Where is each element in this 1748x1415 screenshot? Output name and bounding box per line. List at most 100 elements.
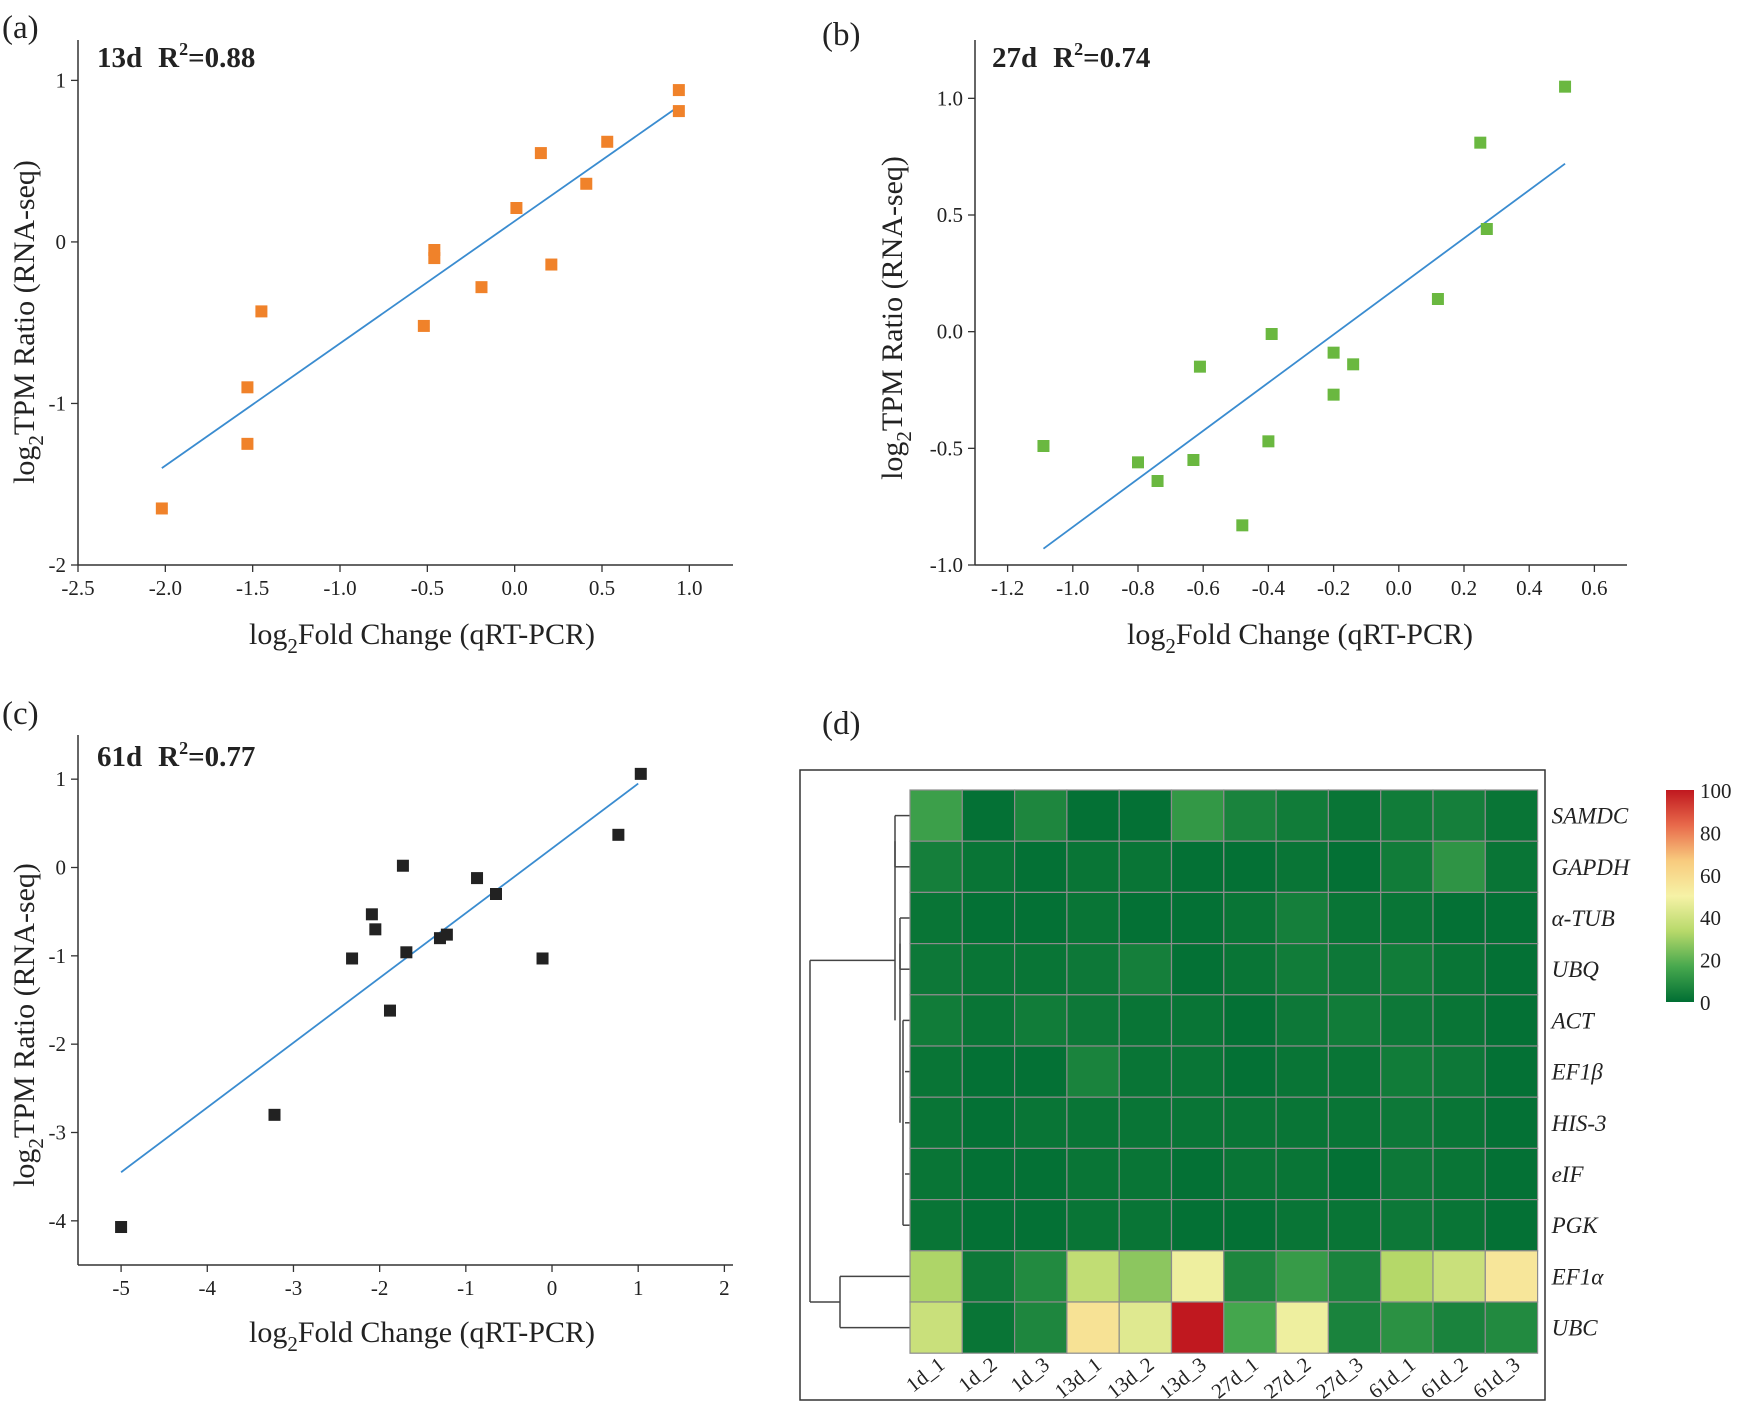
panel-b-fit-line [1042,162,1566,550]
heatmap-cell [1275,1096,1329,1149]
heatmap-row-label: PGK [1551,1213,1600,1238]
heatmap-cell [1223,1045,1277,1098]
panel-b-axes: -1.2 -1.0 -0.8 -0.6 -0.4 -0.2 0.0 0.2 0.4 0.6 -1.0… [930,40,1627,600]
heatmap-cell [1484,789,1539,842]
panel-a-x-tick-label: -1.0 [323,576,356,600]
heatmap-cell [1223,840,1277,894]
panel-a-data-point [545,258,558,271]
heatmap-cell [1484,840,1539,894]
heatmap-cell [1327,1147,1382,1201]
heatmap-cell [1170,891,1225,945]
heatmap-cell [961,840,1016,894]
panel-c-data-point [471,872,484,885]
panel-b-x-tick-label: -0.8 [1121,576,1154,600]
panel-b-data-point [1480,223,1493,235]
heatmap-cell [1066,942,1120,996]
panel-b-x-tick-label: -1.2 [991,576,1024,600]
panel-c-data-point [396,859,409,872]
heatmap-cell [1223,1301,1277,1354]
heatmap-cell [1432,1301,1486,1354]
heatmap-column-label: 61d_3 [1468,1352,1524,1403]
heatmap-cell [1223,994,1277,1047]
heatmap-column-label: 13d_2 [1102,1352,1158,1403]
heatmap-panel-d: SAMDC GAPDH α-TUB UBQ ACT EF1β HIS-3 eIF PGK EF1α… [799,769,1732,1403]
heatmap-cell [961,1250,1016,1303]
heatmap-cell [1432,1147,1486,1201]
heatmap-cell [1170,789,1225,842]
panel-b-data-point [1236,519,1249,532]
heatmap-cell [1013,1096,1068,1149]
heatmap-cell [1223,1147,1277,1201]
heatmap-cell [1118,1147,1173,1201]
panel-a-x-tick-label: -0.5 [411,576,444,600]
panel-a-data-point [155,502,168,515]
panel-a-points [155,84,685,515]
heatmap-cell [1432,994,1486,1047]
heatmap-column-label: 1d_1 [901,1352,949,1397]
panel-tag-a: (a) [2,10,39,46]
heatmap-column-label: 1d_2 [954,1352,1002,1397]
heatmap-cell [961,1301,1016,1354]
panel-c-data-point [268,1108,281,1121]
panel-a-data-point [475,281,488,294]
heatmap-cell [1327,891,1382,945]
heatmap-cell [1118,942,1173,996]
heatmap-row-label: eIF [1552,1162,1585,1187]
heatmap-cell [1275,994,1329,1047]
panel-a-x-tick-label: 1.0 [676,576,702,600]
panel-b-data-point [1431,293,1444,305]
heatmap-cell [1275,1147,1329,1201]
heatmap-cell [1118,1096,1173,1149]
legend-tick-label: 20 [1700,949,1721,973]
heatmap-cell [1118,789,1173,842]
heatmap-cell [909,1045,963,1098]
panel-c-data-point [489,888,502,900]
heatmap-row-label: α-TUB [1552,906,1615,931]
heatmap-cell [961,942,1016,996]
panel-a-fit-line [161,105,680,469]
panel-b-x-tick-label: 0.2 [1451,576,1477,600]
heatmap-row-label: ACT [1550,1008,1596,1033]
heatmap-cell [961,789,1016,842]
panel-c-data-point [536,952,549,965]
heatmap-cell [1066,1096,1120,1149]
panel-b-title: 27d R2=0.74 [992,39,1150,74]
panel-tag-d: (d) [822,706,860,742]
heatmap-cell [909,1250,963,1303]
panel-b-x-tick-label: 0.0 [1386,576,1412,600]
heatmap-cell [961,891,1016,945]
heatmap-cell [961,994,1016,1047]
heatmap-cell [1223,942,1277,996]
legend-color-bar [1666,790,1694,1002]
panel-b-data-point [1262,435,1275,448]
panel-b-data-point [1151,475,1164,487]
panel-c-data-point [346,952,359,965]
heatmap-cell [1275,1301,1329,1354]
heatmap-cell [1484,1045,1539,1098]
panel-a-title: 13d R2=0.88 [97,39,255,74]
panel-a-data-point [255,305,268,318]
panel-b-x-tick-label: -1.0 [1056,576,1089,600]
heatmap-cell [1275,1045,1329,1098]
heatmap-cell [1223,1198,1277,1252]
panel-c-data-point [440,928,453,941]
panel-c-data-point [634,767,647,780]
panel-a-data-point [510,202,523,214]
panel-a-y-tick-label: -2 [49,553,67,577]
heatmap-cell [1380,994,1434,1047]
panel-b-data-point [1347,358,1360,371]
heatmap-cell [1484,994,1539,1047]
heatmap-cell [1327,994,1382,1047]
heatmap-cell [961,1045,1016,1098]
heatmap-row-label: UBQ [1552,957,1600,982]
heatmap-cell [909,994,963,1047]
heatmap-cell [1013,942,1068,996]
heatmap-cell [1432,942,1486,996]
heatmap-column-label: 27d_3 [1311,1352,1367,1403]
heatmap-cell [909,789,963,842]
panel-b-data-point [1474,136,1487,149]
heatmap-cell [1484,1301,1539,1354]
heatmap-cell [1013,994,1068,1047]
panel-b-data-point [1132,456,1144,469]
heatmap-column-label: 13d_1 [1050,1352,1106,1403]
